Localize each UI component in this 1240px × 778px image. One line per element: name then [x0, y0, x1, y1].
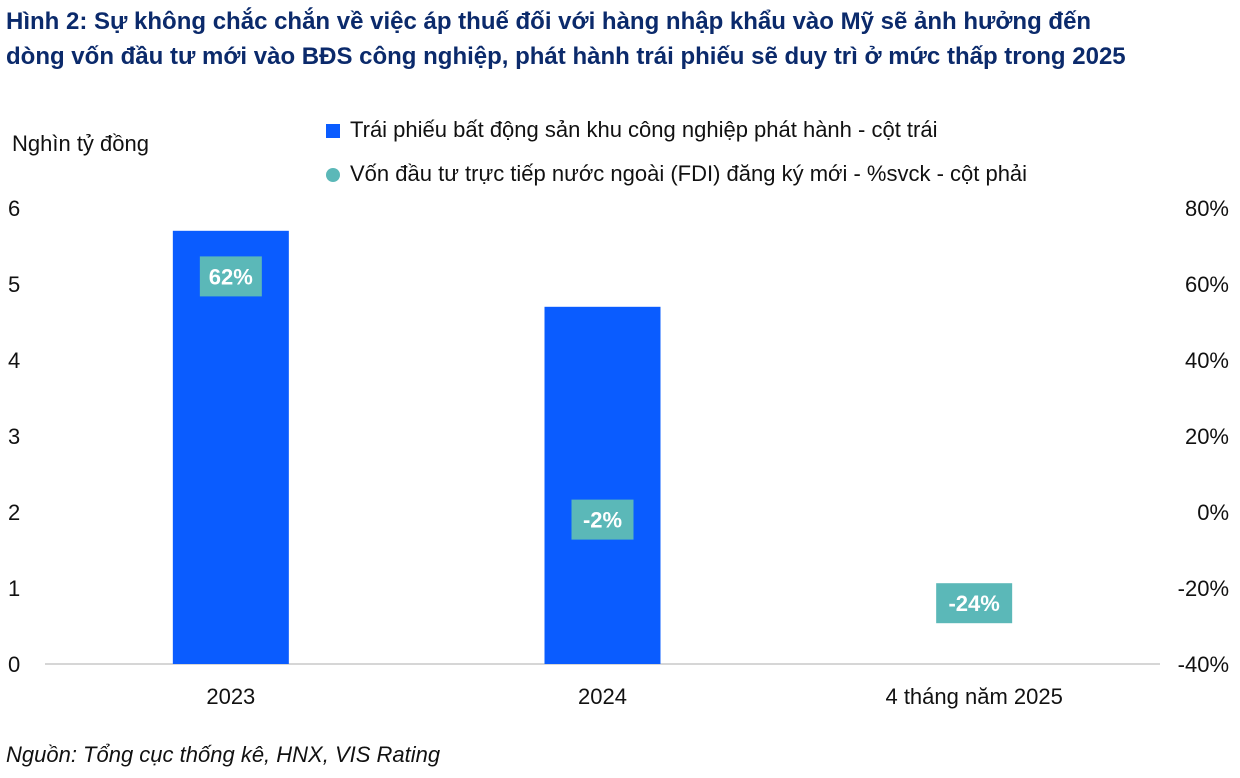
- legend-item-fdi: Vốn đầu tư trực tiếp nước ngoài (FDI) đă…: [326, 161, 1027, 187]
- fdi-point: [571, 499, 634, 540]
- fdi-point: [199, 256, 262, 297]
- source-note: Nguồn: Tổng cục thống kê, HNX, VIS Ratin…: [6, 742, 441, 767]
- y-right-tick-label: 0%: [1197, 500, 1229, 525]
- y-right-tick-label: -40%: [1178, 652, 1229, 677]
- y-right-tick-label: 20%: [1185, 424, 1229, 449]
- x-tick-label: 2024: [578, 684, 627, 709]
- bar: [172, 230, 289, 665]
- fdi-point: [936, 583, 1013, 624]
- bar: [544, 306, 661, 664]
- legend-dot-icon: [326, 168, 340, 183]
- y-left-tick-label: 4: [8, 348, 20, 373]
- y-axis-label: Nghìn tỷ đồng: [12, 131, 149, 156]
- y-left-tick-label: 3: [8, 424, 20, 449]
- y-right-tick-label: -20%: [1178, 576, 1229, 601]
- y-right-tick-label: 40%: [1185, 348, 1229, 373]
- y-right-tick-label: 60%: [1185, 272, 1229, 297]
- y-left-tick-label: 1: [8, 576, 20, 601]
- data-label: -2%: [583, 508, 622, 533]
- chart-title: Hình 2: Sự không chắc chắn về việc áp th…: [6, 4, 1236, 74]
- data-label: -24%: [948, 591, 999, 616]
- x-tick-label: 2023: [206, 684, 255, 709]
- legend-label-fdi: Vốn đầu tư trực tiếp nước ngoài (FDI) đă…: [350, 161, 1028, 186]
- x-tick-label: 4 tháng năm 2025: [885, 684, 1062, 709]
- y-left-tick-label: 6: [8, 196, 20, 221]
- chart-title-line-2: dòng vốn đầu tư mới vào BĐS công nghiệp,…: [6, 43, 1126, 70]
- legend-square-icon: [326, 124, 340, 139]
- data-label: 62%: [209, 264, 253, 289]
- legend-label-bond: Trái phiếu bất động sản khu công nghiệp …: [350, 117, 938, 142]
- y-left-tick-label: 5: [8, 272, 20, 297]
- y-right-tick-label: 80%: [1185, 196, 1229, 221]
- y-left-tick-label: 2: [8, 500, 20, 525]
- chart-title-line-1: Hình 2: Sự không chắc chắn về việc áp th…: [6, 8, 1092, 35]
- y-left-tick-label: 0: [8, 652, 20, 677]
- legend-item-bond: Trái phiếu bất động sản khu công nghiệp …: [326, 117, 937, 143]
